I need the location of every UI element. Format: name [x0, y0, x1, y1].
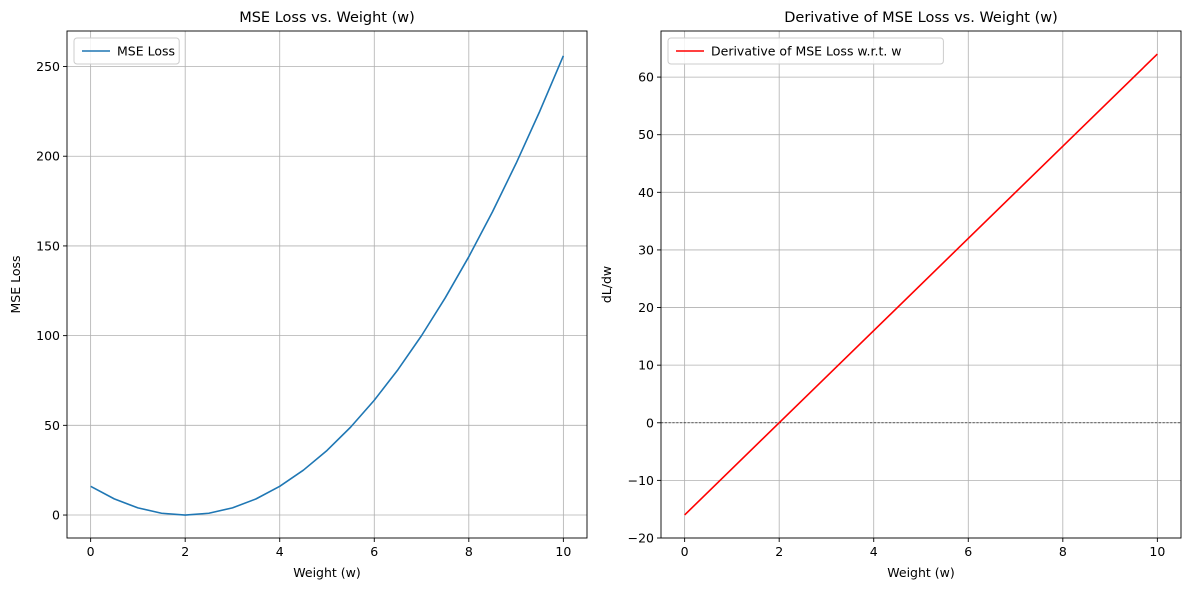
y-tick-label: 200 — [36, 149, 60, 164]
y-tick-label: −10 — [628, 473, 654, 488]
x-tick-label: 0 — [87, 544, 95, 559]
legend-label: MSE Loss — [117, 44, 175, 59]
y-tick-label: 20 — [638, 300, 654, 315]
x-tick-label: 6 — [370, 544, 378, 559]
y-tick-label: −20 — [628, 531, 654, 546]
y-tick-label: 0 — [646, 415, 654, 430]
y-axis-label: dL/dw — [599, 266, 614, 303]
x-tick-label: 4 — [870, 544, 878, 559]
y-tick-label: 250 — [36, 59, 60, 74]
x-tick-label: 6 — [964, 544, 972, 559]
x-tick-label: 10 — [555, 544, 571, 559]
x-tick-label: 8 — [465, 544, 473, 559]
derivative-chart: 0 2 4 6 8 10 −20 −10 0 10 20 30 40 50 60 Derivative of … — [599, 10, 1182, 580]
y-tick-label: 150 — [36, 238, 60, 253]
legend-label: Derivative of MSE Loss w.r.t. w — [711, 44, 902, 59]
legend: MSE Loss — [73, 37, 180, 65]
y-axis-label: MSE Loss — [8, 255, 23, 313]
y-tick-label: 30 — [638, 242, 654, 257]
y-tick-label: 10 — [638, 358, 654, 373]
y-tick-label: 50 — [638, 127, 654, 142]
y-tick-label: 60 — [638, 70, 654, 85]
legend-box — [667, 37, 944, 65]
chart-title: Derivative of MSE Loss vs. Weight (w) — [784, 10, 1058, 26]
x-tick-label: 2 — [181, 544, 189, 559]
grid-lines — [67, 31, 587, 538]
legend: Derivative of MSE Loss w.r.t. w — [667, 37, 944, 65]
y-tick-label: 100 — [36, 328, 60, 343]
x-tick-label: 2 — [775, 544, 783, 559]
legend-box — [73, 37, 180, 65]
plot-frame — [660, 30, 1182, 539]
x-tick-label: 10 — [1149, 544, 1165, 559]
y-tick-label: 50 — [44, 418, 60, 433]
y-tick-label: 0 — [52, 508, 60, 523]
series-line-0 — [684, 53, 1158, 516]
x-axis-label: Weight (w) — [293, 565, 361, 580]
x-tick-label: 4 — [276, 544, 284, 559]
plot-frame — [66, 30, 588, 539]
chart-title: MSE Loss vs. Weight (w) — [239, 10, 415, 26]
x-tick-label: 0 — [681, 544, 689, 559]
y-tick-label: 40 — [638, 185, 654, 200]
series-line-0 — [90, 55, 565, 516]
x-axis-label: Weight (w) — [887, 565, 955, 580]
x-tick-label: 8 — [1059, 544, 1067, 559]
